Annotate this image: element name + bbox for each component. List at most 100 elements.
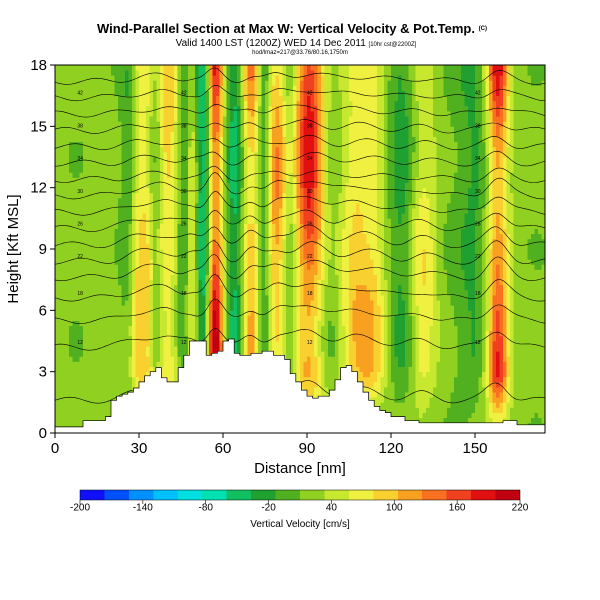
- heatmap-cell: [289, 300, 294, 306]
- heatmap-cell: [93, 407, 98, 413]
- heatmap-cell: [293, 213, 297, 219]
- heatmap-cell: [100, 167, 105, 173]
- heatmap-cell: [93, 203, 98, 209]
- heatmap-cell: [153, 259, 157, 265]
- heatmap-cell: [289, 187, 294, 194]
- heatmap-cell: [65, 330, 70, 337]
- heatmap-cell: [121, 254, 126, 260]
- heatmap-cell: [97, 70, 101, 76]
- heatmap-cell: [272, 218, 276, 224]
- heatmap-cell: [132, 264, 136, 270]
- heatmap-cell: [93, 310, 98, 316]
- heatmap-cell: [272, 223, 276, 229]
- heatmap-cell: [205, 75, 210, 81]
- heatmap-cell: [128, 131, 133, 137]
- heatmap-cell: [230, 90, 234, 97]
- heatmap-cell: [191, 70, 196, 76]
- heatmap-cell: [62, 218, 66, 224]
- heatmap-cell: [149, 259, 154, 265]
- heatmap-cell: [118, 223, 122, 229]
- heatmap-cell: [181, 75, 185, 81]
- heatmap-cell: [293, 65, 297, 71]
- heatmap-cell: [272, 151, 276, 158]
- heatmap-cell: [72, 315, 77, 321]
- heatmap-cell: [55, 361, 59, 367]
- heatmap-cell: [125, 182, 129, 189]
- heatmap-cell: [272, 65, 276, 71]
- heatmap-cell: [188, 295, 192, 301]
- heatmap-cell: [79, 85, 84, 91]
- heatmap-cell: [76, 356, 80, 362]
- heatmap-cell: [107, 412, 112, 419]
- heatmap-cell: [135, 335, 140, 342]
- heatmap-cell: [268, 295, 273, 301]
- heatmap-cell: [100, 397, 105, 403]
- heatmap-cell: [181, 203, 185, 209]
- heatmap-cell: [125, 330, 129, 337]
- heatmap-cell: [195, 131, 199, 137]
- heatmap-cell: [83, 330, 87, 337]
- heatmap-cell: [198, 151, 203, 158]
- heatmap-cell: [100, 330, 105, 337]
- heatmap-cell: [58, 305, 63, 311]
- heatmap-cell: [111, 320, 115, 327]
- heatmap-cell: [226, 300, 231, 306]
- heatmap-cell: [289, 305, 294, 311]
- heatmap-cell: [279, 182, 283, 189]
- heatmap-cell: [223, 254, 227, 260]
- heatmap-cell: [153, 116, 157, 122]
- heatmap-cell: [289, 95, 294, 102]
- heatmap-cell: [282, 269, 287, 275]
- heatmap-cell: [170, 100, 175, 107]
- heatmap-cell: [160, 238, 164, 245]
- heatmap-cell: [146, 146, 150, 153]
- heatmap-cell: [55, 371, 59, 378]
- heatmap-cell: [167, 167, 171, 173]
- heatmap-cell: [240, 141, 245, 148]
- heatmap-cell: [198, 259, 203, 265]
- heatmap-cell: [191, 116, 196, 122]
- heatmap-cell: [237, 279, 241, 286]
- heatmap-cell: [79, 264, 84, 270]
- heatmap-cell: [275, 289, 280, 296]
- heatmap-cell: [258, 228, 262, 235]
- heatmap-cell: [272, 310, 276, 316]
- heatmap-cell: [177, 315, 182, 321]
- heatmap-cell: [97, 289, 101, 296]
- heatmap-cell: [125, 172, 129, 178]
- heatmap-cell: [265, 182, 269, 189]
- heatmap-cell: [233, 335, 238, 342]
- heatmap-cell: [146, 111, 150, 117]
- heatmap-cell: [76, 284, 80, 291]
- heatmap-cell: [146, 141, 150, 148]
- heatmap-cell: [251, 269, 255, 275]
- heatmap-cell: [142, 315, 147, 321]
- heatmap-cell: [58, 136, 63, 143]
- heatmap-cell: [258, 310, 262, 316]
- heatmap-cell: [72, 259, 77, 265]
- heatmap-cell: [132, 65, 136, 71]
- heatmap-cell: [86, 233, 91, 240]
- heatmap-cell: [216, 274, 220, 281]
- heatmap-cell: [93, 361, 98, 367]
- heatmap-cell: [121, 341, 126, 347]
- heatmap-cell: [216, 95, 220, 102]
- heatmap-cell: [254, 167, 259, 173]
- heatmap-cell: [195, 151, 199, 158]
- heatmap-cell: [79, 330, 84, 337]
- heatmap-cell: [83, 136, 87, 143]
- heatmap-cell: [111, 381, 115, 388]
- heatmap-cell: [254, 141, 259, 148]
- heatmap-cell: [251, 238, 255, 245]
- heatmap-cell: [121, 141, 126, 148]
- heatmap-cell: [90, 407, 94, 413]
- heatmap-cell: [170, 126, 175, 132]
- heatmap-cell: [244, 172, 248, 178]
- heatmap-cell: [142, 197, 147, 204]
- heatmap-cell: [275, 126, 280, 132]
- heatmap-cell: [104, 238, 108, 245]
- heatmap-cell: [237, 146, 241, 153]
- heatmap-cell: [233, 192, 238, 199]
- heatmap-cell: [233, 182, 238, 189]
- heatmap-cell: [104, 157, 108, 163]
